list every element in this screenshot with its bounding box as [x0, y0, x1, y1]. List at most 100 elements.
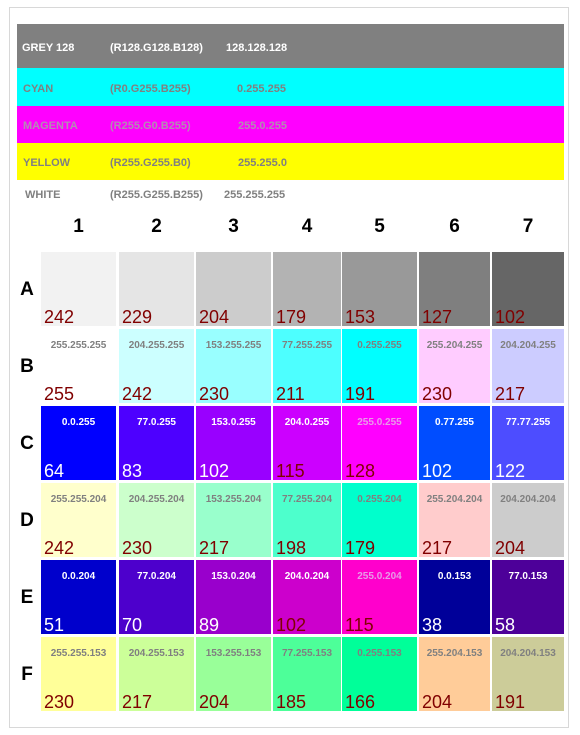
swatch-e3: 153.0.204 89: [196, 560, 271, 634]
swatch-value: 83: [122, 461, 143, 480]
swatch-rgb-code: 204.255.204: [128, 494, 185, 505]
swatch-d3: 153.255.204 217: [196, 483, 271, 557]
swatch-rgb-code: 204.0.204: [284, 571, 330, 582]
swatch-a4: 179: [273, 252, 341, 326]
band-name: GREY 128: [22, 42, 75, 54]
swatch-e5: 255.0.204 115: [342, 560, 417, 634]
swatch-value: 166: [345, 692, 376, 711]
swatch-value: 102: [422, 461, 453, 480]
band-name: YELLOW: [23, 157, 71, 169]
swatch-value: 191: [495, 692, 526, 711]
color-band-yellow: YELLOW (R255.G255.B0) 255.255.0: [17, 143, 564, 180]
swatch-c4: 204.0.255 115: [273, 406, 341, 480]
swatch-value: 242: [44, 538, 75, 557]
column-header-6: 6: [449, 216, 460, 237]
swatch-rgb-code: 77.0.204: [137, 571, 176, 582]
swatch-rgb-code: 153.0.255: [211, 417, 256, 428]
page-frame: [9, 7, 569, 728]
swatch-b7: 204.204.255 217: [492, 329, 564, 403]
swatch-f6: 255.204.153 204: [419, 637, 490, 711]
color-band-magenta: MAGENTA (R255.G0.B255) 255.0.255: [17, 106, 564, 143]
swatch-b2: 204.255.255 242: [119, 329, 194, 403]
swatch-value: 230: [122, 538, 153, 557]
swatch-c7: 77.77.255 122: [492, 406, 564, 480]
swatch-value: 255: [44, 384, 75, 403]
swatch-rgb-code: 255.0.255: [357, 417, 402, 428]
row-header-c: C: [20, 433, 34, 454]
swatch-value: 70: [122, 615, 143, 634]
swatch-a3: 204: [196, 252, 271, 326]
swatch-value: 204: [422, 692, 453, 711]
swatch-rgb-code: 153.255.153: [205, 648, 262, 659]
swatch-rgb-code: 255.255.153: [50, 648, 107, 659]
swatch-a5: 153: [342, 252, 417, 326]
row-header-f: F: [21, 664, 33, 685]
swatch-value: 102: [495, 307, 526, 326]
swatch-rgb-code: 204.204.153: [500, 648, 556, 659]
swatch-e6: 0.0.153 38: [419, 560, 490, 634]
swatch-d4: 77.255.204 198: [273, 483, 341, 557]
swatch-value: 128: [345, 461, 376, 480]
swatch-rgb-code: 204.0.255: [284, 417, 330, 428]
swatch-value: 191: [345, 384, 376, 403]
row-header-d: D: [20, 510, 34, 531]
swatch-e1: 0.0.204 51: [41, 560, 116, 634]
swatch-b4: 77.255.255 211: [273, 329, 341, 403]
swatch-rgb-code: 255.204.204: [426, 494, 483, 505]
swatch-value: 185: [276, 692, 307, 711]
swatch-f4: 77.255.153 185: [273, 637, 341, 711]
swatch-value: 179: [276, 307, 307, 326]
swatch-value: 230: [44, 692, 75, 711]
band-rgb: (R255.G255.B255): [110, 189, 203, 201]
swatch-value: 102: [199, 461, 230, 480]
swatch-value: 204: [199, 307, 230, 326]
swatch-value: 217: [495, 384, 526, 403]
band-value: 128.128.128: [226, 42, 288, 54]
swatch-b6: 255.204.255 230: [419, 329, 490, 403]
swatch-rgb-code: 0.255.204: [357, 494, 402, 505]
swatch-c1: 0.0.255 64: [41, 406, 116, 480]
swatch-rgb-code: 77.0.153: [508, 571, 548, 582]
swatch-rgb-code: 0.0.204: [61, 571, 96, 582]
swatch-rgb-code: 255.255.204: [50, 494, 107, 505]
swatch-b5: 0.255.255 191: [342, 329, 417, 403]
swatch-b3: 153.255.255 230: [196, 329, 271, 403]
swatch-a1: 242: [41, 252, 116, 326]
swatch-c5: 255.0.255 128: [342, 406, 417, 480]
swatch-e4: 204.0.204 102: [273, 560, 341, 634]
row-header-b: B: [20, 356, 34, 377]
band-rgb: (R0.G255.B255): [110, 83, 191, 95]
swatch-value: 217: [199, 538, 230, 557]
swatch-f2: 204.255.153 217: [119, 637, 194, 711]
swatch-value: 179: [345, 538, 376, 557]
swatch-value: 64: [44, 461, 65, 480]
swatch-f7: 204.204.153 191: [492, 637, 564, 711]
swatch-value: 204: [495, 538, 526, 557]
swatch-value: 115: [345, 615, 374, 634]
band-rgb: (R255.G0.B255): [110, 120, 191, 132]
swatch-value: 230: [199, 384, 230, 403]
swatch-e2: 77.0.204 70: [119, 560, 194, 634]
swatch-rgb-code: 153.255.204: [205, 494, 262, 505]
swatch-rgb-code: 77.0.255: [137, 417, 176, 428]
swatch-value: 58: [495, 615, 516, 634]
swatch-rgb-code: 0.0.255: [61, 417, 96, 428]
swatch-rgb-code: 0.77.255: [435, 417, 474, 428]
swatch-rgb-code: 77.77.255: [505, 417, 551, 428]
swatch-value: 51: [44, 615, 65, 634]
color-band-white: WHITE (R255.G255.B255) 255.255.255: [17, 180, 564, 210]
swatch-d1: 255.255.204 242: [41, 483, 116, 557]
swatch-value: 229: [122, 307, 153, 326]
swatch-value: 230: [422, 384, 453, 403]
swatch-d5: 0.255.204 179: [342, 483, 417, 557]
swatch-rgb-code: 204.255.255: [128, 340, 185, 351]
swatch-rgb-code: 255.204.255: [426, 340, 483, 351]
band-value: 255.255.255: [224, 189, 286, 201]
swatch-value: 115: [276, 461, 305, 480]
swatch-rgb-code: 77.255.153: [281, 648, 333, 659]
swatch-f5: 0.255.153 166: [342, 637, 417, 711]
swatch-value: 127: [422, 307, 453, 326]
swatch-value: 204: [199, 692, 230, 711]
swatch-a6: 127: [419, 252, 490, 326]
swatch-rgb-code: 255.0.204: [357, 571, 402, 582]
